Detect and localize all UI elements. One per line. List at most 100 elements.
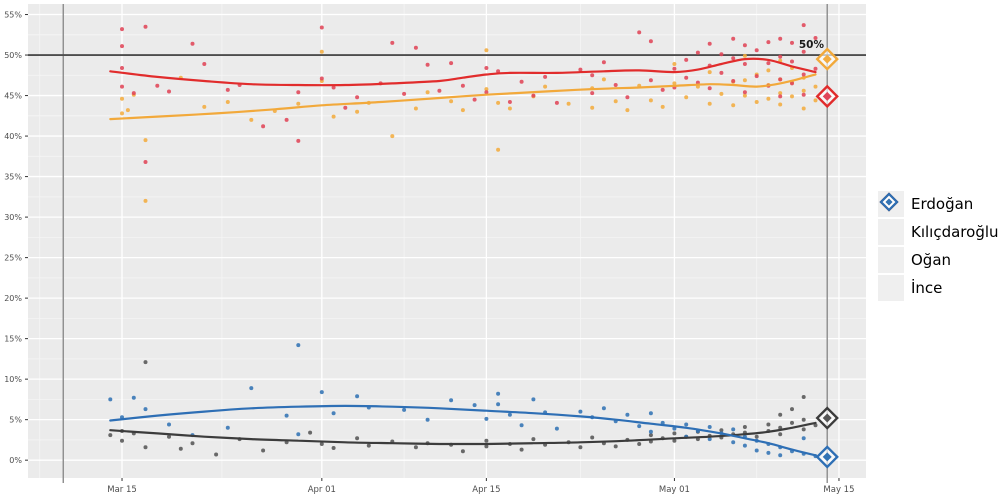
data-point: [660, 87, 665, 92]
data-point: [637, 424, 642, 429]
data-point: [425, 90, 430, 95]
data-point: [249, 117, 254, 122]
x-tick-label: May 01: [659, 485, 690, 495]
data-point: [790, 407, 794, 412]
data-point: [402, 407, 407, 412]
data-point: [754, 100, 759, 104]
data-point: [425, 417, 430, 422]
data-point: [214, 452, 219, 457]
data-point: [813, 423, 818, 428]
legend-label-ince: İnce: [911, 278, 943, 297]
data-point: [672, 62, 677, 66]
legend-item-kilicdaroglu: Kılıçdaroğlu: [878, 192, 999, 245]
data-point: [801, 427, 806, 432]
data-point: [801, 92, 806, 97]
data-point: [590, 435, 595, 440]
legend-label-kilicdaroglu: Kılıçdaroğlu: [911, 222, 999, 241]
data-point: [484, 66, 489, 70]
data-point: [355, 109, 360, 114]
data-point: [754, 448, 759, 453]
data-point: [742, 93, 747, 98]
data-point: [296, 432, 301, 437]
data-point: [778, 432, 783, 437]
y-tick-label: 20%: [4, 294, 22, 303]
data-point: [519, 447, 524, 452]
data-point: [801, 72, 806, 77]
data-point: [801, 23, 806, 28]
data-point: [778, 77, 783, 82]
data-point: [766, 40, 771, 45]
result-diamond-inner-2: [822, 413, 832, 423]
data-point: [143, 360, 148, 365]
data-point: [801, 106, 806, 111]
data-point: [143, 138, 148, 143]
data-point: [190, 41, 195, 46]
data-point: [707, 86, 712, 91]
fifty-percent-label: 50%: [799, 39, 825, 51]
data-point: [120, 66, 124, 70]
data-point: [402, 91, 407, 96]
data-point: [437, 88, 442, 93]
data-point: [778, 453, 783, 458]
x-tick-label: Mar 15: [107, 485, 137, 495]
y-tick-label: 55%: [4, 11, 22, 20]
data-point: [813, 84, 818, 89]
data-point: [648, 433, 653, 438]
data-point: [672, 426, 677, 431]
data-point: [625, 95, 630, 100]
data-point: [284, 413, 289, 418]
data-point: [778, 94, 783, 99]
trend-line-2: [109, 421, 817, 446]
data-point: [131, 395, 136, 400]
data-point: [225, 425, 230, 430]
data-point: [742, 53, 747, 58]
y-tick-label: 0%: [9, 456, 22, 465]
data-point: [531, 437, 536, 442]
x-tick-label: May 15: [823, 485, 854, 495]
plot-panel: [28, 4, 866, 478]
data-point: [143, 198, 148, 203]
data-point: [390, 134, 395, 139]
data-point: [707, 70, 712, 75]
data-point: [355, 394, 360, 399]
data-point: [519, 79, 524, 84]
data-point: [143, 24, 148, 29]
data-point: [319, 390, 324, 395]
data-point: [601, 77, 606, 82]
data-point: [390, 40, 395, 45]
data-point: [202, 104, 207, 109]
data-point: [120, 111, 124, 116]
data-point: [648, 78, 653, 83]
data-point: [167, 422, 171, 427]
data-point: [143, 407, 148, 412]
data-point: [296, 343, 301, 348]
y-tick-label: 50%: [4, 51, 22, 60]
data-point: [496, 391, 501, 396]
data-point: [672, 431, 677, 436]
data-point: [813, 66, 818, 71]
trend-line-0: [109, 73, 817, 121]
data-point: [754, 74, 759, 79]
data-point: [554, 426, 559, 431]
data-point: [308, 430, 313, 435]
y-tick-label: 10%: [4, 375, 22, 384]
data-point: [590, 73, 595, 78]
x-tick-label: Apr 01: [308, 485, 336, 495]
data-point: [801, 49, 806, 54]
data-point: [108, 397, 113, 402]
data-point: [625, 412, 630, 417]
data-point: [766, 96, 771, 101]
data-point: [425, 62, 430, 67]
data-point: [778, 102, 783, 107]
data-point: [484, 438, 489, 443]
data-point: [742, 425, 747, 429]
data-point: [366, 443, 371, 448]
data-point: [355, 95, 360, 100]
legend-item-ince: İnce: [878, 192, 999, 301]
legend-label-erdogan: Erdoğan: [911, 194, 974, 213]
result-diamond-inner-1: [822, 91, 832, 101]
data-point: [601, 406, 606, 411]
data-point: [648, 429, 653, 434]
data-point: [590, 105, 595, 110]
